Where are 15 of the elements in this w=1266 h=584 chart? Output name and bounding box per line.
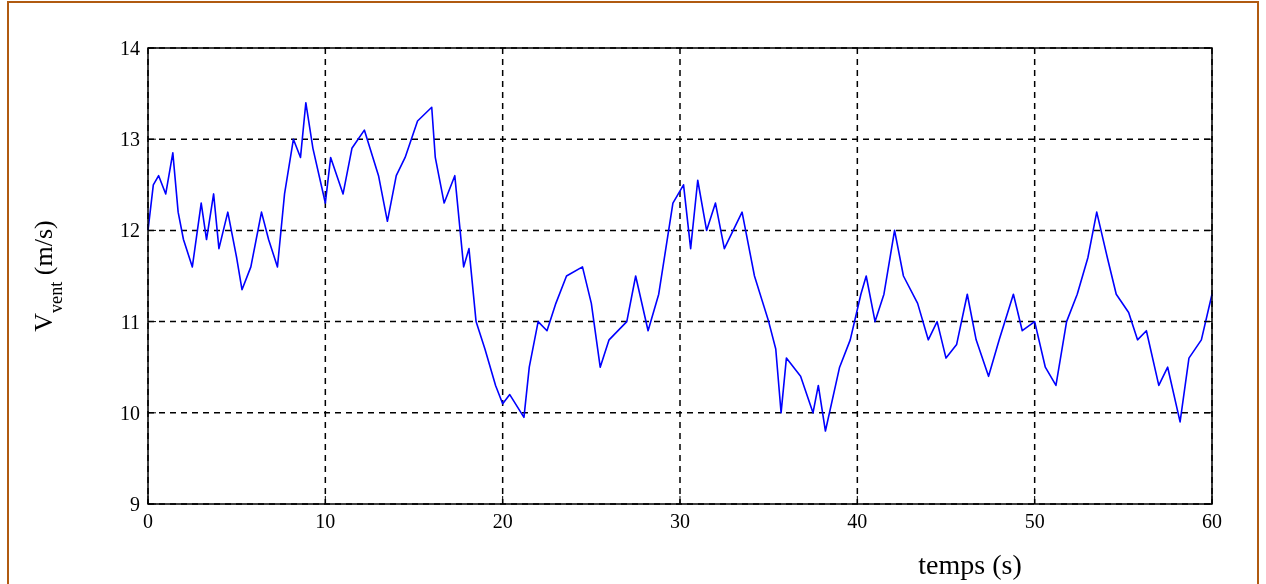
y-tick-label: 14 <box>120 37 140 59</box>
x-tick-label: 20 <box>492 510 513 532</box>
x-tick-label: 0 <box>143 510 153 532</box>
y-tick-label: 10 <box>120 401 140 424</box>
y-tick-label: 11 <box>120 310 140 333</box>
x-axis-title: temps (s) <box>918 549 1022 580</box>
x-tick-label: 40 <box>847 510 868 532</box>
line-series <box>147 101 1213 432</box>
y-tick-label: 12 <box>120 219 140 242</box>
x-tick-label: 30 <box>670 510 690 532</box>
y-tick-label: 13 <box>120 128 140 151</box>
x-tick-label: 50 <box>1024 510 1045 532</box>
y-tick-label: 9 <box>130 493 140 515</box>
x-tick-label: 60 <box>1202 510 1222 532</box>
x-tick-label: 10 <box>315 510 336 532</box>
